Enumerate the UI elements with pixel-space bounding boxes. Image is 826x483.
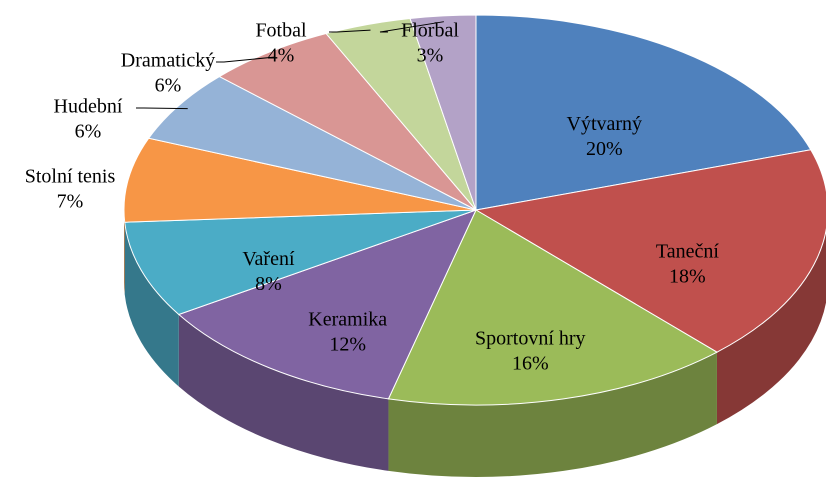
data-label-value: 3% bbox=[417, 45, 444, 67]
data-label-name: Keramika bbox=[308, 308, 387, 330]
data-label-name: Sportovní hry bbox=[475, 328, 586, 350]
data-label-value: 6% bbox=[75, 121, 102, 143]
pie-slice bbox=[475, 14, 812, 211]
data-label-name: Hudební bbox=[54, 96, 123, 118]
pie-slice bbox=[147, 75, 477, 211]
data-label-value: 12% bbox=[329, 333, 366, 355]
leader-line bbox=[136, 107, 188, 110]
pie-slice bbox=[177, 209, 477, 400]
pie-slice bbox=[474, 149, 826, 353]
data-label-name: Vaření bbox=[242, 248, 295, 270]
pie-slice bbox=[387, 209, 718, 406]
leader-line bbox=[216, 56, 276, 63]
pie-side bbox=[124, 210, 125, 295]
data-label-name: Dramatický bbox=[121, 50, 215, 72]
data-label-value: 7% bbox=[57, 191, 84, 213]
pie-slice bbox=[218, 32, 477, 211]
data-label-value: 18% bbox=[669, 266, 706, 288]
pie-side bbox=[124, 222, 179, 387]
data-label-name: Stolní tenis bbox=[25, 166, 116, 188]
leader-line bbox=[379, 21, 444, 33]
pie-slice bbox=[124, 209, 477, 316]
data-label-value: 8% bbox=[255, 273, 282, 295]
data-label-name: Taneční bbox=[656, 241, 719, 263]
pie-side bbox=[178, 314, 389, 471]
data-label-value: 6% bbox=[155, 75, 182, 97]
leader-line bbox=[329, 29, 371, 33]
data-label-name: Fotbal bbox=[255, 20, 307, 42]
data-label-name: Výtvarný bbox=[567, 113, 643, 135]
data-label-value: 20% bbox=[586, 138, 623, 160]
data-label-value: 16% bbox=[512, 353, 549, 375]
pie-side bbox=[388, 352, 717, 478]
pie-slice bbox=[409, 14, 477, 211]
pie-side bbox=[716, 230, 826, 425]
data-label-value: 4% bbox=[268, 45, 295, 67]
data-label-name: Florbal bbox=[401, 20, 459, 42]
pie-slice bbox=[123, 137, 477, 223]
